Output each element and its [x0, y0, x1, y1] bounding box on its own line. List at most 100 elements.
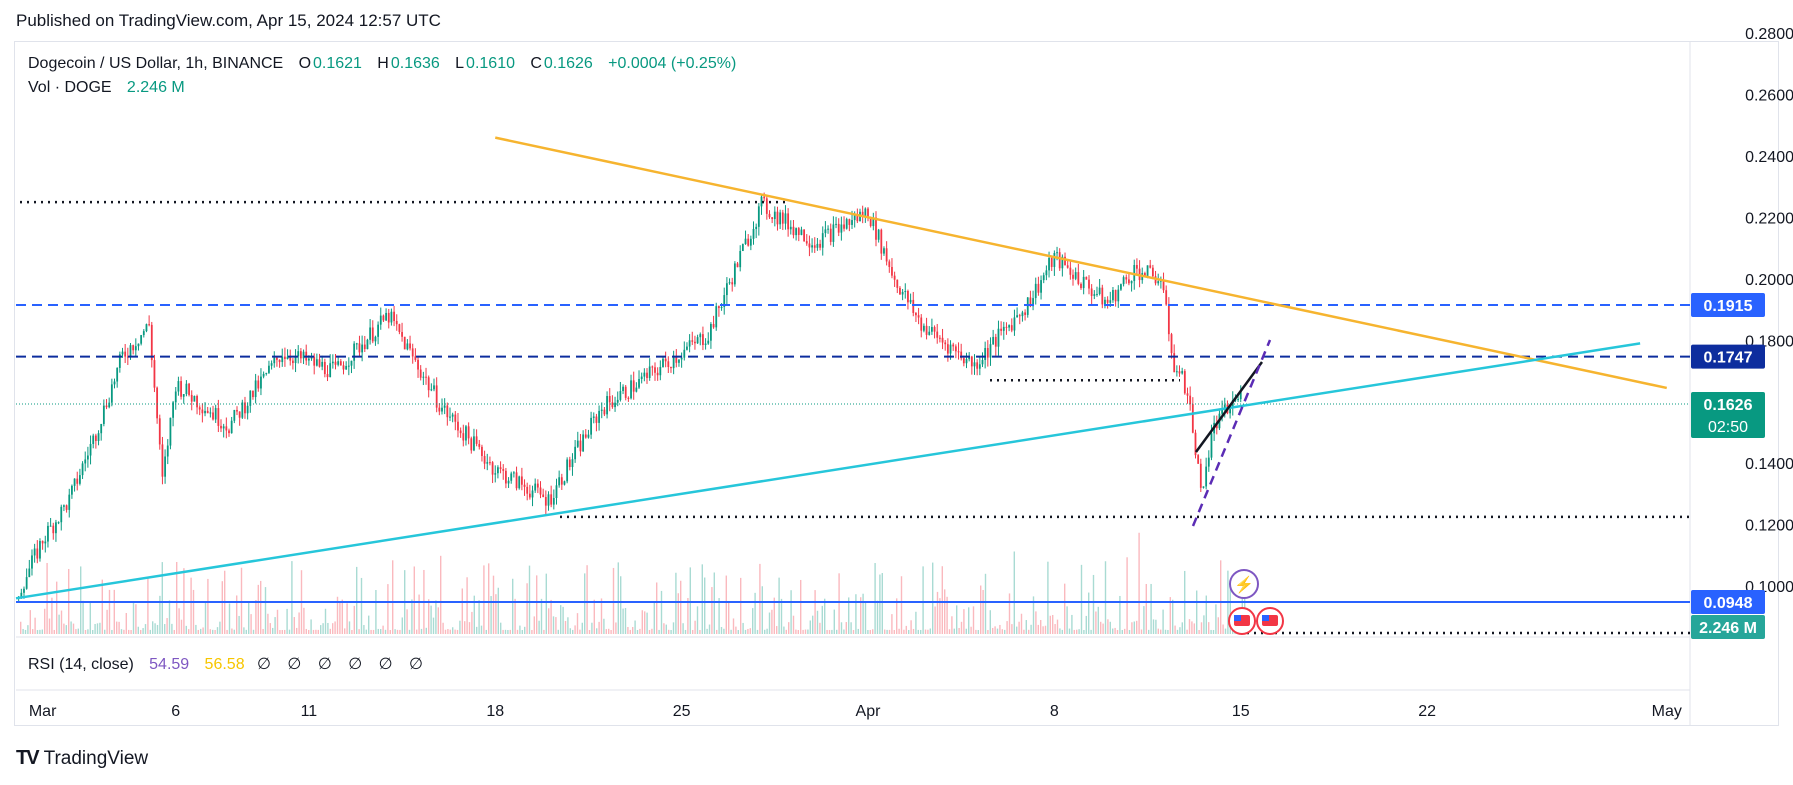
candle-body [1109, 300, 1112, 303]
volume-bar [351, 629, 353, 634]
volume-bar [221, 581, 223, 634]
volume-bar [132, 601, 135, 634]
candle-body [909, 299, 912, 303]
y-tick-label: 0.2000 [1745, 272, 1793, 289]
candle-body [268, 365, 270, 373]
candle-body [973, 362, 976, 367]
candle-body [403, 336, 406, 350]
volume-bar [797, 629, 799, 634]
candle-body [606, 396, 608, 415]
volume-bar [560, 605, 562, 634]
volume-bar [881, 573, 883, 634]
candle-body [121, 351, 124, 355]
candle-body [1061, 256, 1064, 269]
volume-bar [838, 573, 840, 634]
candle-body [1128, 279, 1130, 284]
candle-body [992, 336, 995, 345]
volume-bar [192, 589, 195, 634]
candle-body [406, 343, 409, 350]
x-tick-label: Apr [856, 703, 882, 720]
symbol-title[interactable]: Dogecoin / US Dollar, 1h, BINANCE [28, 55, 284, 72]
volume-bar [228, 603, 231, 634]
volume-bar [944, 589, 946, 634]
volume-bar [761, 586, 763, 634]
x-tick-label: 22 [1418, 703, 1436, 720]
candle-body [1157, 281, 1160, 284]
candle-body [643, 372, 646, 377]
volume-bar [1208, 622, 1210, 634]
volume-bar [728, 601, 730, 634]
volume-bar [293, 617, 295, 634]
candle-body [241, 402, 244, 418]
candle-body [230, 420, 233, 434]
candle-body [454, 414, 457, 422]
volume-bar [284, 629, 286, 634]
volume-bar [718, 598, 720, 634]
low-value: 0.1610 [466, 55, 515, 72]
candle-body [124, 351, 127, 357]
candle-body [377, 324, 379, 337]
volume-bar [876, 600, 879, 634]
candle-body [201, 409, 204, 414]
volume-bar [99, 622, 101, 634]
candle-body [944, 342, 947, 345]
candle-body [651, 366, 654, 368]
candle-body [962, 358, 965, 364]
tradingview-logo[interactable]: TV TradingView [16, 747, 148, 770]
volume-label[interactable]: Vol · DOGE [28, 79, 112, 96]
volume-bar [874, 563, 876, 634]
candle-body [843, 224, 845, 229]
volume-bar [459, 620, 461, 634]
candle-body [611, 402, 614, 408]
candle-body [640, 376, 643, 379]
volume-bar [53, 629, 55, 634]
volume-bar [934, 606, 936, 634]
volume-bar [1030, 624, 1032, 634]
volume-bar [123, 629, 125, 634]
rsi-label[interactable]: RSI (14, close) [28, 656, 134, 673]
volume-bar [1004, 629, 1006, 634]
candle-body [1005, 326, 1008, 328]
volume-bar [572, 629, 574, 634]
candle-body [710, 324, 712, 341]
volume-bar [884, 629, 886, 634]
candle-body [1090, 288, 1093, 296]
volume-bar [1198, 629, 1200, 634]
volume-bar [850, 622, 852, 634]
candle-body [736, 263, 739, 268]
volume-bar [305, 628, 307, 634]
candle-body [148, 324, 151, 326]
x-tick-label: 8 [1050, 703, 1059, 720]
volume-bar [1059, 628, 1061, 634]
candle-body [137, 343, 140, 347]
volume-bar [627, 626, 629, 634]
candle-body [313, 356, 316, 366]
candle-body [1029, 297, 1032, 307]
volume-bar [456, 629, 459, 634]
high-value: 0.1636 [390, 55, 440, 72]
candle-body [156, 387, 159, 419]
candle-body [1032, 298, 1034, 307]
volume-bar [675, 572, 677, 634]
volume-bar [1205, 595, 1207, 634]
volume-bar [538, 620, 540, 634]
volume-bar [912, 628, 915, 634]
candle-body [315, 359, 318, 366]
volume-bar [1037, 624, 1039, 634]
candle-body [462, 433, 465, 441]
candle-body [441, 407, 443, 412]
volume-bar [629, 629, 631, 634]
us-flag-canton [1262, 615, 1269, 621]
volume-bar [932, 562, 934, 634]
volume-bar [524, 626, 526, 634]
volume-bar [156, 624, 159, 634]
candle-body [771, 217, 774, 220]
volume-bar [140, 629, 142, 634]
x-tick-label: 25 [673, 703, 691, 720]
volume-bar [1061, 629, 1063, 634]
volume-bar [896, 598, 898, 634]
volume-bar [984, 573, 987, 634]
volume-bar [785, 629, 787, 634]
volume-bar [1066, 606, 1068, 634]
